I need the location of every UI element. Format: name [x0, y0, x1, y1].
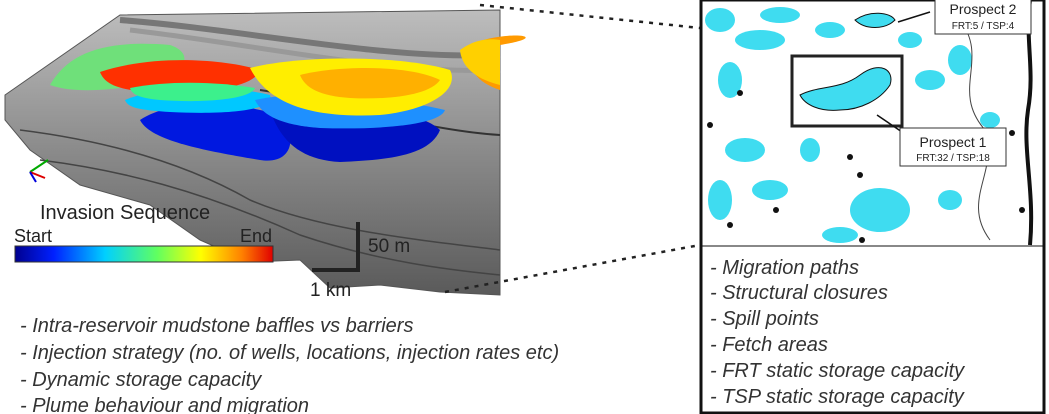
- list-item: - Injection strategy (no. of wells, loca…: [20, 342, 559, 364]
- prospect-stats: FRT:32 / TSP:18: [916, 153, 990, 164]
- co2-plume: [50, 35, 526, 162]
- list-item: - Spill points: [710, 308, 819, 330]
- prospect-name: Prospect 2: [950, 1, 1017, 17]
- scale-vertical: 50 m: [368, 236, 410, 257]
- list-item: - Migration paths: [710, 257, 859, 279]
- scale-bar: [312, 222, 360, 272]
- connector: [479, 3, 701, 30]
- label-box: [934, 0, 1032, 35]
- prospect-name: Prospect 1: [920, 134, 987, 150]
- list-item: - FRT static storage capacity: [710, 360, 965, 382]
- legend-title: Invasion Sequence: [40, 202, 210, 224]
- legend-end: End: [240, 226, 272, 246]
- label-box: [899, 127, 1007, 167]
- map-panel: [699, 0, 1046, 414]
- list-item: - TSP static storage capacity: [710, 386, 965, 408]
- list-item: - Fetch areas: [710, 334, 828, 356]
- list-item: - Intra-reservoir mudstone baffles vs ba…: [20, 315, 413, 337]
- legend-start: Start: [14, 226, 52, 246]
- colorbar: [14, 245, 274, 263]
- list-item: - Dynamic storage capacity: [20, 369, 262, 391]
- scale-horizontal: 1 km: [310, 280, 351, 301]
- connector: [444, 243, 701, 294]
- orientation-icon: [29, 159, 49, 183]
- list-item: - Structural closures: [710, 282, 888, 304]
- prospect-stats: FRT:5 / TSP:4: [952, 21, 1015, 32]
- list-item: - Plume behaviour and migration: [20, 395, 309, 414]
